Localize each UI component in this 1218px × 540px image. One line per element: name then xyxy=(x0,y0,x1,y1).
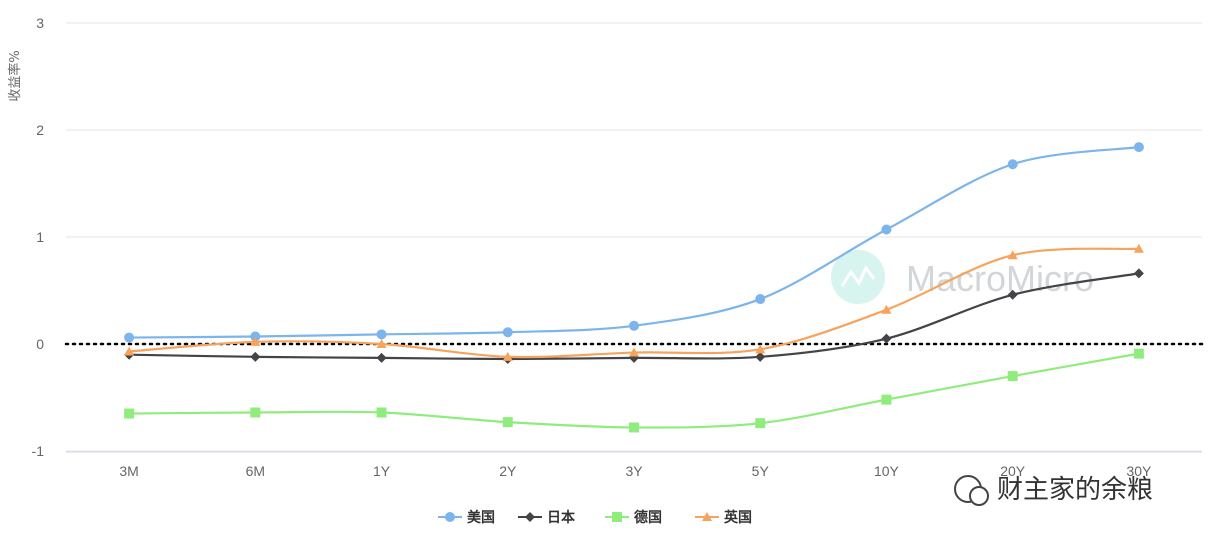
data-point[interactable] xyxy=(124,346,135,356)
x-tick-label: 5Y xyxy=(752,463,770,479)
data-point[interactable] xyxy=(1007,250,1018,260)
data-point[interactable] xyxy=(124,332,135,343)
data-point[interactable] xyxy=(629,320,639,331)
data-point[interactable] xyxy=(376,339,387,348)
data-point[interactable] xyxy=(1133,142,1144,153)
watermark-logo-mark xyxy=(840,265,876,287)
x-tick-label: 3M xyxy=(119,463,138,479)
watermark-logo-icon xyxy=(831,250,885,304)
data-point[interactable] xyxy=(376,352,387,363)
x-tick-label: 1Y xyxy=(373,463,391,479)
y-tick-label: 2 xyxy=(36,122,44,138)
legend-label: 日本 xyxy=(547,509,576,526)
data-point[interactable] xyxy=(250,407,261,418)
data-point[interactable] xyxy=(1007,159,1018,170)
series-line xyxy=(129,352,1140,429)
legend-marker-symbol[interactable] xyxy=(525,512,535,522)
watermark: MacroMicro xyxy=(831,250,1094,304)
x-tick-label: 30Y xyxy=(1126,463,1152,479)
data-point[interactable] xyxy=(250,351,261,362)
data-point[interactable] xyxy=(376,329,387,340)
series-0 xyxy=(124,142,1144,343)
data-point[interactable] xyxy=(1133,348,1144,359)
data-point[interactable] xyxy=(502,327,513,338)
data-point[interactable] xyxy=(1133,243,1144,253)
y-tick-label: -1 xyxy=(32,443,45,459)
data-point[interactable] xyxy=(124,408,135,419)
series-3 xyxy=(124,243,1144,361)
x-tick-label: 10Y xyxy=(874,463,900,479)
legend-item[interactable]: 德国 xyxy=(605,509,662,526)
data-point[interactable] xyxy=(755,344,766,354)
x-tick-label: 2Y xyxy=(499,463,517,479)
data-point[interactable] xyxy=(881,394,892,405)
data-point[interactable] xyxy=(629,347,639,357)
legend-label: 美国 xyxy=(467,509,495,526)
data-point[interactable] xyxy=(502,351,513,361)
wechat-icon-bubble xyxy=(969,486,989,506)
legend-item[interactable]: 英国 xyxy=(695,509,752,526)
legend-marker-symbol[interactable] xyxy=(445,512,455,522)
legend-marker-symbol[interactable] xyxy=(612,512,622,522)
footer-text: 财主家的余粮 xyxy=(997,475,1153,505)
watermark-text: MacroMicro xyxy=(906,258,1094,299)
data-point[interactable] xyxy=(881,304,892,314)
data-point[interactable] xyxy=(629,422,639,433)
legend-label: 德国 xyxy=(634,509,662,526)
y-tick-label: 3 xyxy=(36,15,44,31)
legend-item[interactable]: 美国 xyxy=(438,509,495,526)
series-1 xyxy=(124,268,1144,364)
data-point[interactable] xyxy=(881,333,892,344)
data-point[interactable] xyxy=(1007,289,1018,300)
data-point[interactable] xyxy=(755,294,766,305)
data-point[interactable] xyxy=(1133,268,1144,279)
legend-item[interactable]: 日本 xyxy=(518,509,576,526)
legend-marker-symbol[interactable] xyxy=(702,512,712,521)
data-point[interactable] xyxy=(1007,371,1018,382)
x-tick-label: 6M xyxy=(246,463,265,479)
data-point[interactable] xyxy=(755,351,766,362)
footer-brand: 财主家的余粮 xyxy=(954,475,1153,506)
y-tick-label: 1 xyxy=(36,229,44,245)
data-point[interactable] xyxy=(250,331,261,342)
series-2 xyxy=(124,348,1144,433)
data-point[interactable] xyxy=(755,418,766,429)
data-point[interactable] xyxy=(376,407,387,418)
data-point[interactable] xyxy=(881,224,892,235)
series-line xyxy=(129,146,1140,339)
data-point[interactable] xyxy=(250,336,261,346)
x-tick-label: 3Y xyxy=(625,463,643,479)
y-axis-label: 收益率% xyxy=(7,50,23,101)
legend-label: 英国 xyxy=(723,509,752,526)
data-point[interactable] xyxy=(502,417,513,428)
y-tick-label: 0 xyxy=(36,336,44,352)
x-tick-label: 20Y xyxy=(1000,463,1026,479)
